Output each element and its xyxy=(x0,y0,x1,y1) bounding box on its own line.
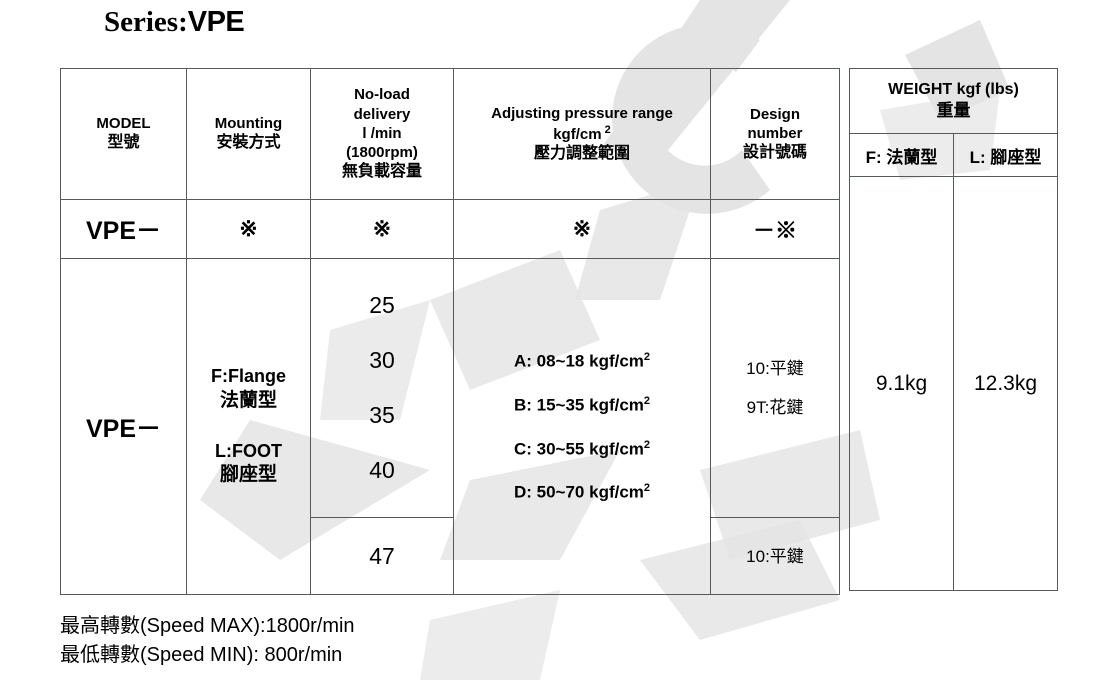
pressure-unit: kgf/cm xyxy=(589,439,644,459)
table-header-row: MODEL 型號 Mounting 安裝方式 No-load delivery … xyxy=(60,68,840,200)
header-mounting: Mounting 安裝方式 xyxy=(186,68,311,200)
symbol-design: －※ xyxy=(710,199,840,259)
footer-notes: 最高轉數(Speed MAX):1800r/min 最低轉數(Speed MIN… xyxy=(60,612,355,670)
cell-design-values: 10:平鍵 9T:花鍵 xyxy=(710,258,840,518)
pressure-range-item: D: 50~70 kgf/cm2 xyxy=(454,470,710,514)
symbol-pressure: ※ xyxy=(453,199,711,259)
pressure-range-item: C: 30~55 kgf/cm2 xyxy=(454,427,710,471)
weight-table: WEIGHT kgf (lbs) 重量 F: 法蘭型 L: 腳座型 9.1kg … xyxy=(849,68,1058,591)
header-design-cjk: 設計號碼 xyxy=(742,143,807,161)
header-mounting-cjk: 安裝方式 xyxy=(216,134,281,152)
title-series: VPE xyxy=(187,5,245,38)
delivery-value: 35 xyxy=(369,402,395,428)
cell-delivery-values: 25 30 35 40 xyxy=(310,258,454,518)
pressure-code: C: xyxy=(513,439,532,459)
header-design-number: Design number 設計號碼 xyxy=(710,68,840,200)
cell-delivery-extra: 47 xyxy=(310,517,454,595)
pressure-range-item: B: 15~35 kgf/cm2 xyxy=(454,383,710,427)
header-noload-line3: l /min xyxy=(362,124,402,142)
weight-subheader-foot: L: 腳座型 xyxy=(953,133,1058,177)
pressure-code: B: xyxy=(513,395,532,415)
header-noload-line4: (1800rpm) xyxy=(346,143,418,161)
pressure-value: 30~55 xyxy=(536,439,585,459)
footer-speed-min: 最低轉數(Speed MIN): 800r/min xyxy=(60,644,343,666)
cell-mounting-value: F:Flange 法蘭型 L:FOOT 腳座型 xyxy=(186,258,311,595)
table-symbol-row: VPE－ ※ ※ ※ －※ xyxy=(60,199,840,259)
table-data-row: VPE－ F:Flange 法蘭型 L:FOOT 腳座型 25 30 35 40… xyxy=(60,258,840,595)
pressure-unit: kgf/cm xyxy=(589,482,644,502)
pressure-range-item: A: 08~18 kgf/cm2 xyxy=(454,339,710,383)
page-title: Series: VPE xyxy=(104,0,245,44)
cell-pressure-values: A: 08~18 kgf/cm2 B: 15~35 kgf/cm2 C: 30~… xyxy=(453,258,711,595)
weight-subheader-row: F: 法蘭型 L: 腳座型 xyxy=(849,133,1058,177)
header-pressure-unit: kgf/cm xyxy=(553,125,602,143)
pressure-unit: kgf/cm xyxy=(589,395,644,415)
weight-header-row: WEIGHT kgf (lbs) 重量 xyxy=(849,68,1058,134)
pressure-superscript: 2 xyxy=(643,394,651,407)
symbol-mounting: ※ xyxy=(186,199,311,259)
weight-title-cjk: 重量 xyxy=(936,101,971,121)
cell-design-extra: 10:平鍵 xyxy=(710,517,840,595)
pressure-superscript: 2 xyxy=(643,351,651,364)
weight-value-foot: 12.3kg xyxy=(953,176,1058,591)
pressure-superscript: 2 xyxy=(643,482,651,495)
delivery-value: 25 xyxy=(369,292,395,318)
header-noload-line2: delivery xyxy=(353,105,411,123)
symbol-delivery: ※ xyxy=(310,199,454,259)
symbol-model: VPE－ xyxy=(60,199,187,259)
specification-table: MODEL 型號 Mounting 安裝方式 No-load delivery … xyxy=(60,68,840,595)
header-design-line2: number xyxy=(747,124,803,142)
header-pressure-superscript: 2 xyxy=(604,123,611,136)
header-pressure-line1: Adjusting pressure range xyxy=(491,104,673,122)
header-pressure-cjk: 壓力調整範圍 xyxy=(533,144,630,162)
header-noload-cjk: 無負載容量 xyxy=(341,163,422,181)
delivery-value: 40 xyxy=(369,457,395,483)
weight-value-flange: 9.1kg xyxy=(849,176,954,591)
header-mounting-en: Mounting xyxy=(214,115,283,133)
header-model-cjk: 型號 xyxy=(107,134,140,152)
pressure-value: 15~35 xyxy=(536,395,585,415)
header-pressure-range: Adjusting pressure range kgf/cm 2 壓力調整範圍 xyxy=(453,68,711,200)
pressure-value: 50~70 xyxy=(536,482,585,502)
mounting-flange-en: F:Flange xyxy=(211,366,286,387)
header-design-line1: Design xyxy=(749,105,800,123)
pressure-value: 08~18 xyxy=(536,351,585,371)
mounting-foot-en: L:FOOT xyxy=(215,440,282,461)
design-number-item: 10:平鍵 xyxy=(746,359,804,378)
mounting-foot-cjk: 腳座型 xyxy=(219,463,277,485)
pressure-code: D: xyxy=(513,482,532,502)
mounting-spacer xyxy=(187,414,310,440)
weight-title: WEIGHT kgf (lbs) 重量 xyxy=(849,68,1058,134)
delivery-value: 30 xyxy=(369,347,395,373)
pressure-superscript: 2 xyxy=(643,438,651,451)
header-model: MODEL 型號 xyxy=(60,68,187,200)
pressure-code: A: xyxy=(513,351,532,371)
header-noload-line1: No-load xyxy=(354,86,410,104)
weight-subheader-flange: F: 法蘭型 xyxy=(849,133,954,177)
cell-model-value: VPE－ xyxy=(60,258,187,595)
header-pressure-line2: kgf/cm 2 xyxy=(454,123,710,144)
header-noload-delivery: No-load delivery l /min (1800rpm) 無負載容量 xyxy=(310,68,454,200)
header-model-en: MODEL xyxy=(96,115,151,133)
footer-speed-max: 最高轉數(Speed MAX):1800r/min xyxy=(60,615,355,637)
weight-title-en: WEIGHT kgf (lbs) xyxy=(888,80,1019,98)
design-number-item: 9T:花鍵 xyxy=(746,398,804,417)
pressure-unit: kgf/cm xyxy=(589,351,644,371)
weight-value-row: 9.1kg 12.3kg xyxy=(849,176,1058,591)
mounting-flange-cjk: 法蘭型 xyxy=(219,389,277,411)
title-prefix: Series: xyxy=(104,5,188,38)
